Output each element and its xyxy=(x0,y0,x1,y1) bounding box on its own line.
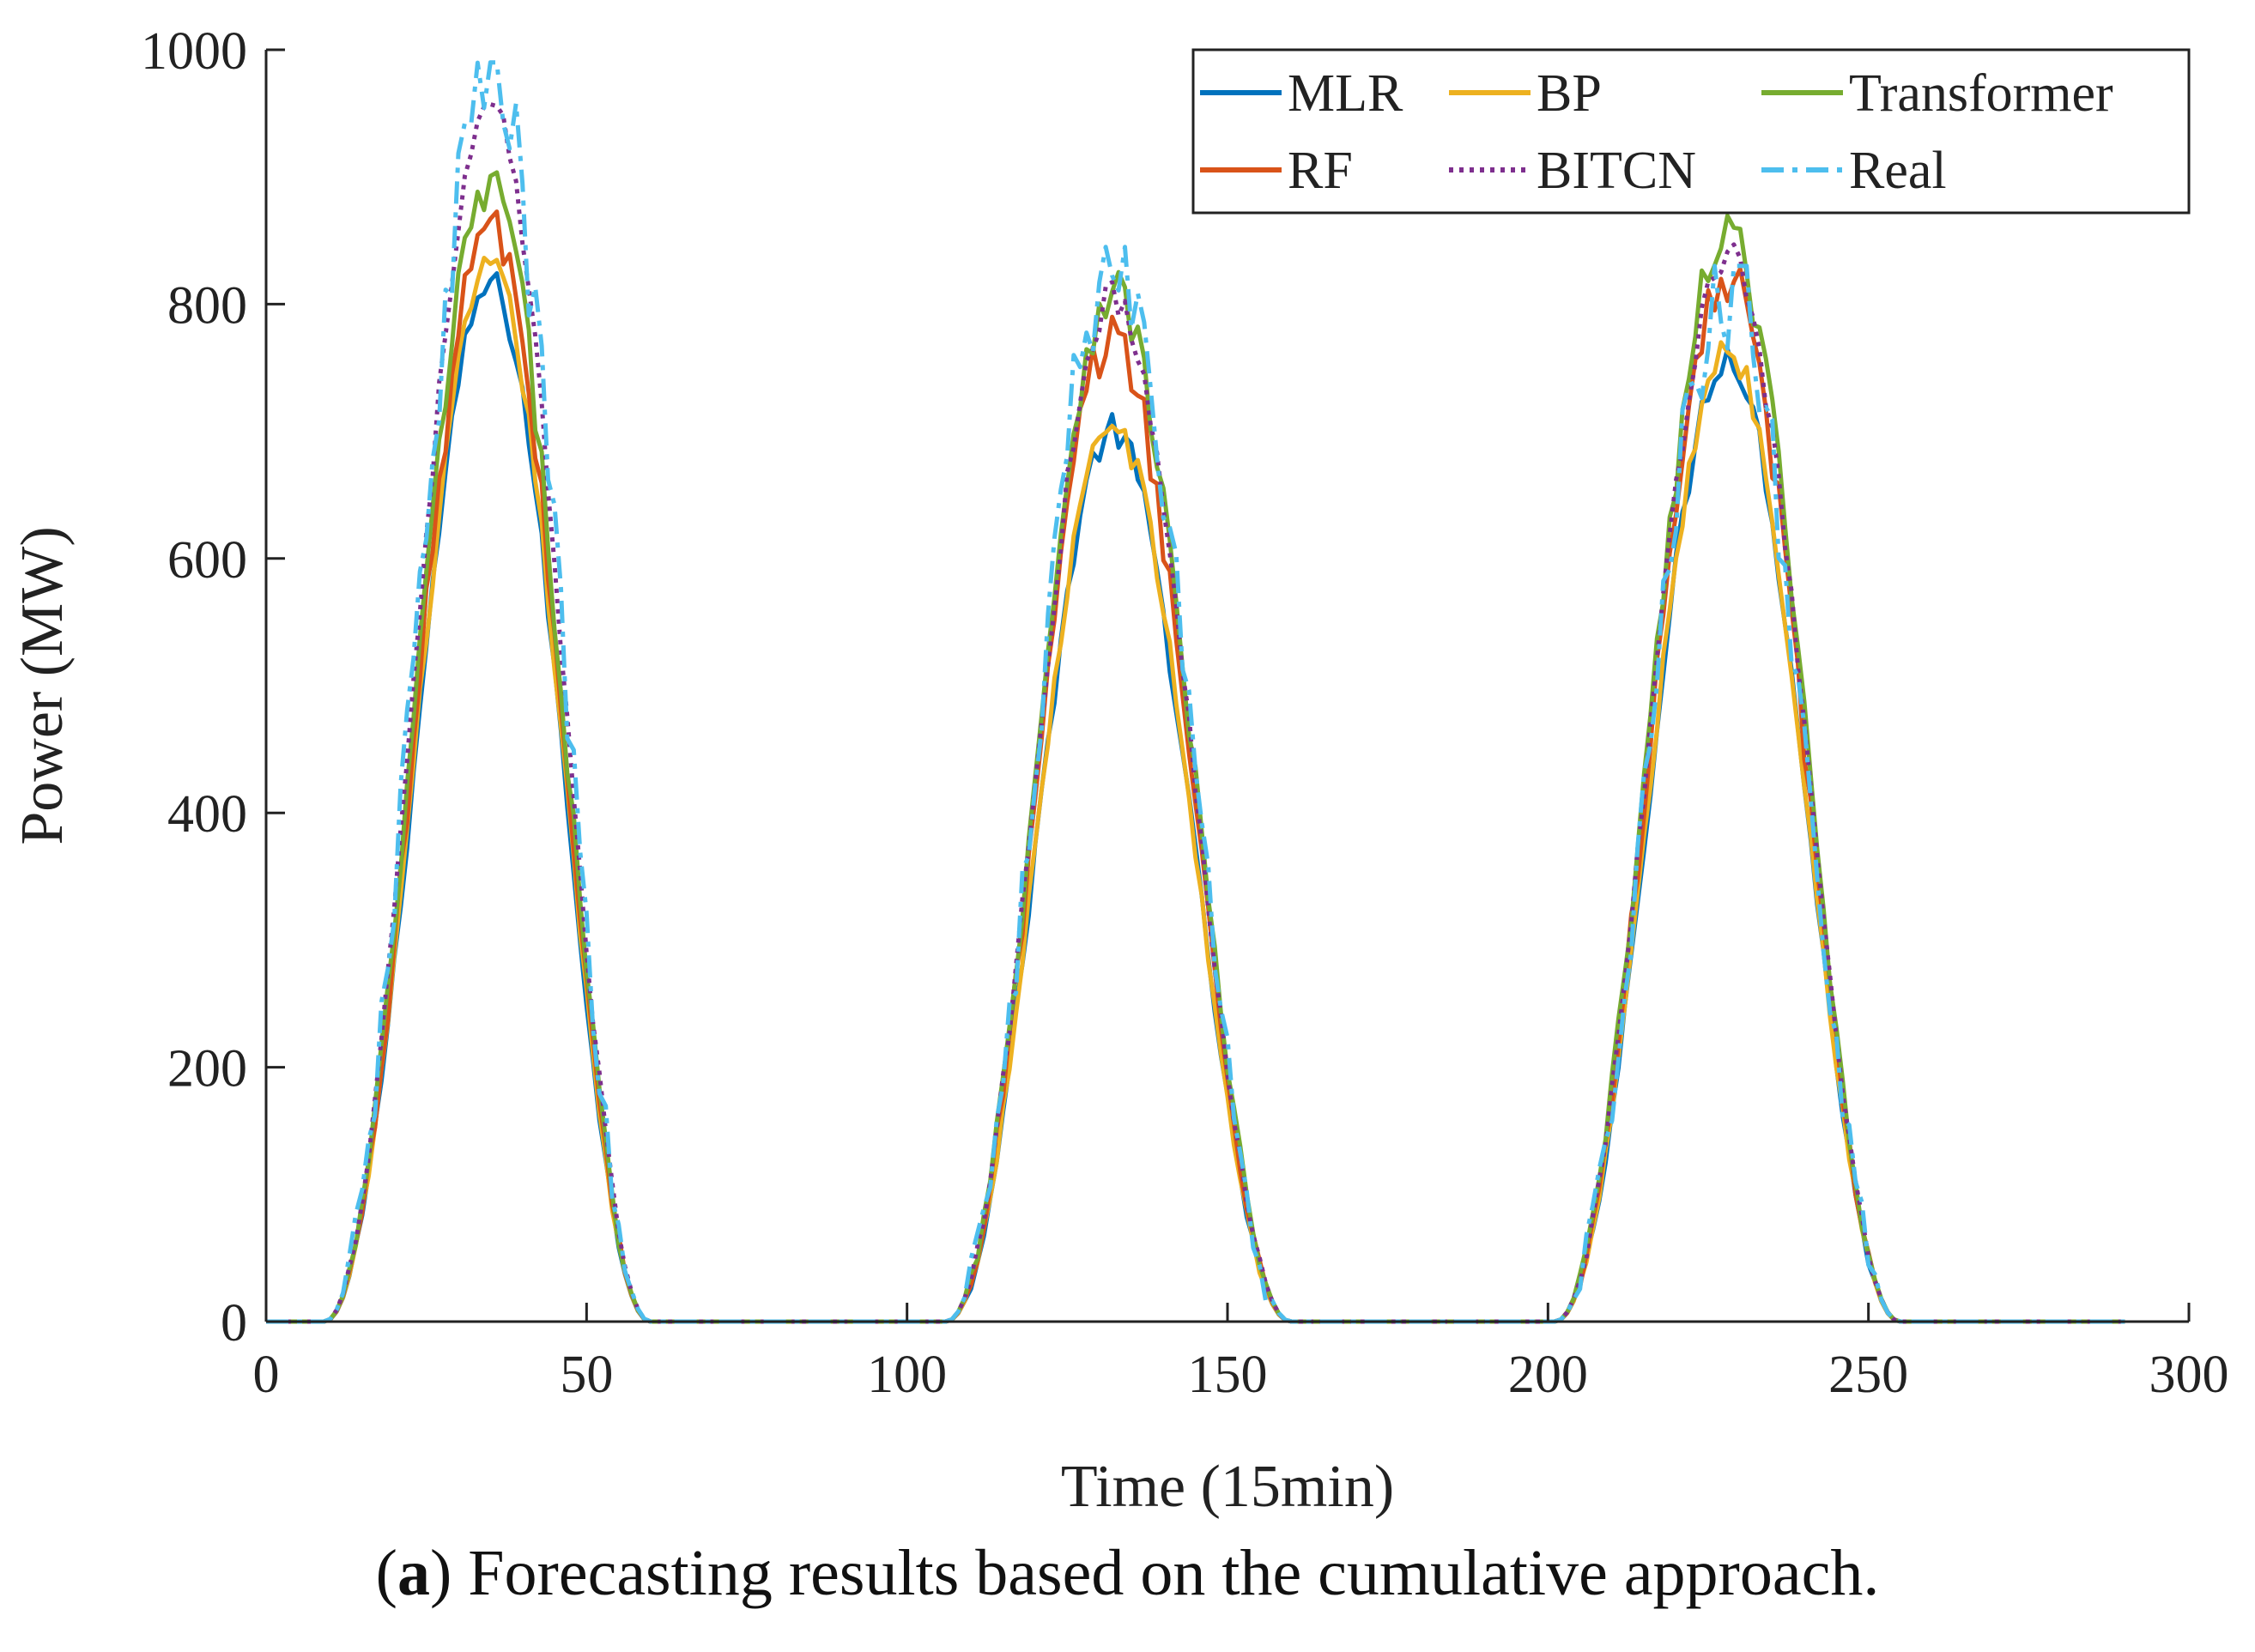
x-tick-label: 0 xyxy=(253,1346,280,1404)
y-tick-label: 400 xyxy=(167,785,247,844)
legend-label-rf: RF xyxy=(1288,142,1353,200)
series-line-bitcn xyxy=(266,102,2125,1324)
x-tick-label: 50 xyxy=(560,1346,613,1404)
y-axis-title: Power (MW) xyxy=(9,526,76,844)
caption-prefix: ( xyxy=(375,1537,397,1609)
x-axis-title: Time (15min) xyxy=(1061,1454,1394,1520)
x-tick-label: 150 xyxy=(1188,1346,1268,1404)
y-tick-label: 800 xyxy=(167,276,247,335)
caption-text: ) Forecasting results based on the cumul… xyxy=(429,1537,1880,1609)
legend-box xyxy=(1191,48,2191,215)
legend-label-bitcn: BITCN xyxy=(1537,142,1696,200)
y-tick-label: 600 xyxy=(167,531,247,590)
series-line-real xyxy=(266,60,2125,1324)
y-tick-label: 0 xyxy=(221,1294,247,1352)
x-tick-label: 200 xyxy=(1508,1346,1588,1404)
legend-label-bp: BP xyxy=(1537,64,1602,123)
y-tick-label: 1000 xyxy=(141,22,247,81)
x-tick-label: 300 xyxy=(2149,1346,2229,1404)
legend-label-real: Real xyxy=(1849,142,1947,200)
x-tick-label: 100 xyxy=(867,1346,947,1404)
plot-area xyxy=(266,60,2125,1324)
legend-label-mlr: MLR xyxy=(1288,64,1403,123)
x-tick-label: 250 xyxy=(1828,1346,1908,1404)
figure-caption: (a) Forecasting results based on the cum… xyxy=(0,1536,2255,1611)
axes: 0 50 100 150 200 250 300 0 200 400 600 800 1000 Time … xyxy=(9,22,2229,1520)
caption-letter: a xyxy=(397,1537,430,1609)
legend-label-transformer: Transformer xyxy=(1849,64,2113,123)
legend: MLR BP Transformer RF BITCN Real xyxy=(1191,48,2191,215)
y-tick-label: 200 xyxy=(167,1040,247,1098)
